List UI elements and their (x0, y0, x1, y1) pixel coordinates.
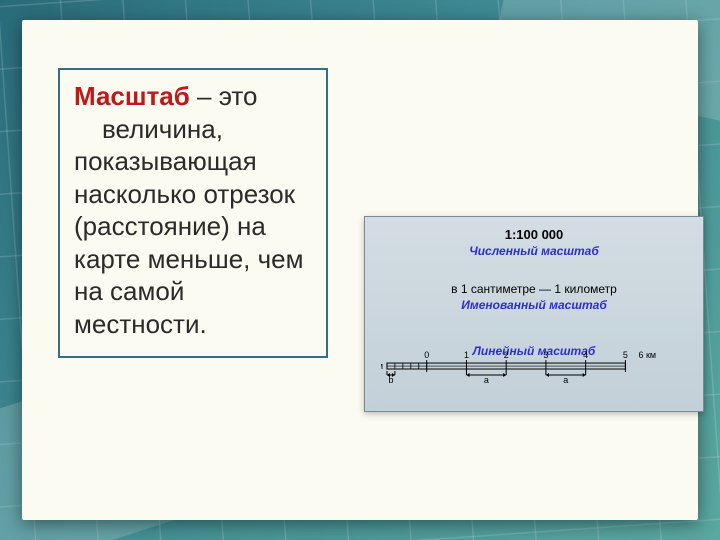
svg-text:4: 4 (583, 350, 588, 360)
svg-text:1000 м: 1000 м (381, 361, 383, 371)
named-scale-caption: Именованный масштаб (365, 298, 703, 312)
scale-types-panel: 1:100 000 Численный масштаб в 1 сантимет… (364, 216, 704, 412)
named-scale-value: в 1 сантиметре — 1 километр (365, 282, 703, 296)
content-paper: Масштаб – это величина, показывающая нас… (22, 20, 698, 520)
definition-box: Масштаб – это величина, показывающая нас… (58, 68, 328, 358)
svg-text:a: a (484, 375, 489, 385)
svg-text:5: 5 (623, 350, 628, 360)
numeric-scale-value: 1:100 000 (365, 217, 703, 242)
svg-text:1: 1 (464, 350, 469, 360)
numeric-scale-caption: Численный масштаб (365, 244, 703, 258)
definition-body-rest: величина, показывающая насколько отрезок… (74, 114, 303, 339)
slide-root: Масштаб – это величина, показывающая нас… (0, 0, 720, 540)
linear-scale-diagram: 1000 м 0 1 2 3 4 5 6 км a a b (381, 349, 687, 393)
definition-body-first: – это (190, 81, 258, 111)
svg-text:6 км: 6 км (639, 350, 657, 360)
svg-text:2: 2 (504, 350, 509, 360)
svg-text:0: 0 (424, 350, 429, 360)
svg-text:a: a (563, 375, 568, 385)
definition-title: Масштаб (74, 81, 190, 111)
svg-text:3: 3 (543, 350, 548, 360)
svg-text:b: b (388, 375, 393, 385)
